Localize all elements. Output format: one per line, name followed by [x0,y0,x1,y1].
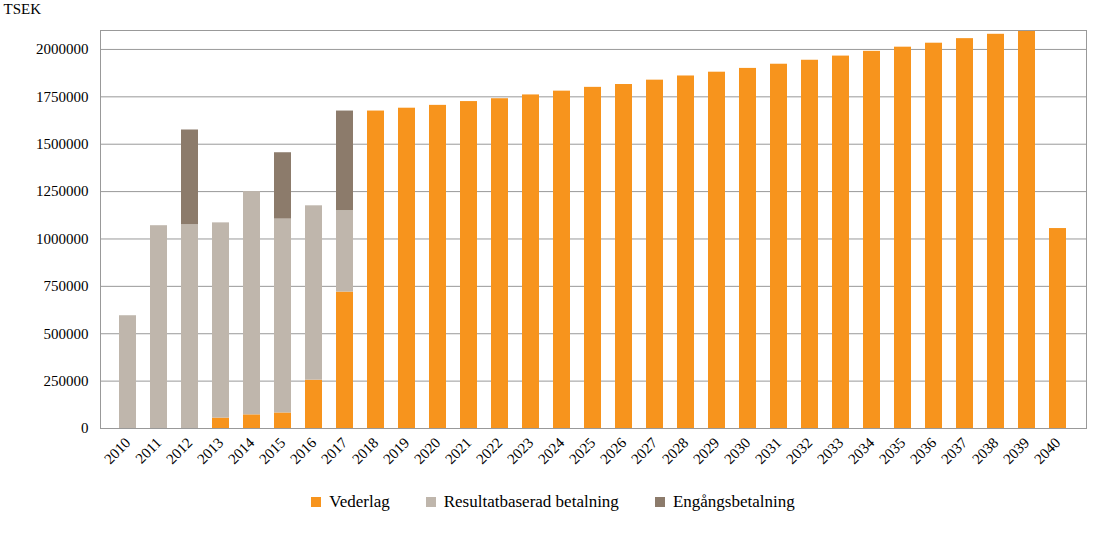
svg-text:2011: 2011 [132,435,164,467]
svg-text:2018: 2018 [349,435,382,468]
svg-text:2029: 2029 [690,435,723,468]
svg-text:2024: 2024 [535,434,568,467]
svg-text:2017: 2017 [318,434,351,467]
svg-text:2010: 2010 [101,435,134,468]
svg-text:2025: 2025 [566,435,599,468]
svg-text:1250000: 1250000 [36,183,89,199]
svg-text:2030: 2030 [721,435,754,468]
svg-text:2028: 2028 [659,435,692,468]
svg-text:2032: 2032 [783,435,816,468]
svg-text:2035: 2035 [876,435,909,468]
svg-text:2040: 2040 [1031,435,1064,468]
svg-text:2039: 2039 [1000,435,1033,468]
svg-text:2012: 2012 [163,435,196,468]
html-text:Engångsbetalning: Engångsbetalning [672,492,795,511]
svg-text:2037: 2037 [938,434,971,467]
svg-text:2031: 2031 [752,435,785,468]
svg-text:2036: 2036 [907,434,940,467]
svg-text:2014: 2014 [225,434,258,467]
svg-text:2019: 2019 [380,435,413,468]
svg-text:2023: 2023 [504,435,537,468]
svg-text:1000000: 1000000 [36,231,89,247]
svg-text:2015: 2015 [256,435,289,468]
svg-text:500000: 500000 [44,326,89,342]
svg-text:2021: 2021 [442,435,475,468]
svg-text:250000: 250000 [44,373,89,389]
svg-text:1750000: 1750000 [36,89,89,105]
svg-text:0: 0 [81,420,89,436]
svg-text:2027: 2027 [628,434,661,467]
svg-text:750000: 750000 [44,278,89,294]
svg-text:1500000: 1500000 [36,136,89,152]
svg-text:2026: 2026 [597,434,630,467]
svg-text:2034: 2034 [845,434,878,467]
svg-text:2022: 2022 [473,435,506,468]
svg-text:2013: 2013 [194,435,227,468]
svg-text:2016: 2016 [287,434,320,467]
svg-text:2038: 2038 [969,435,1002,468]
svg-text:2033: 2033 [814,435,847,468]
svg-text:2000000: 2000000 [36,41,89,57]
svg-text:TSEK: TSEK [4,1,42,17]
html-text:Resultatbaserad betalning: Resultatbaserad betalning [443,492,619,511]
svg-text:2020: 2020 [411,435,444,468]
html-text:Vederlag: Vederlag [329,492,390,511]
